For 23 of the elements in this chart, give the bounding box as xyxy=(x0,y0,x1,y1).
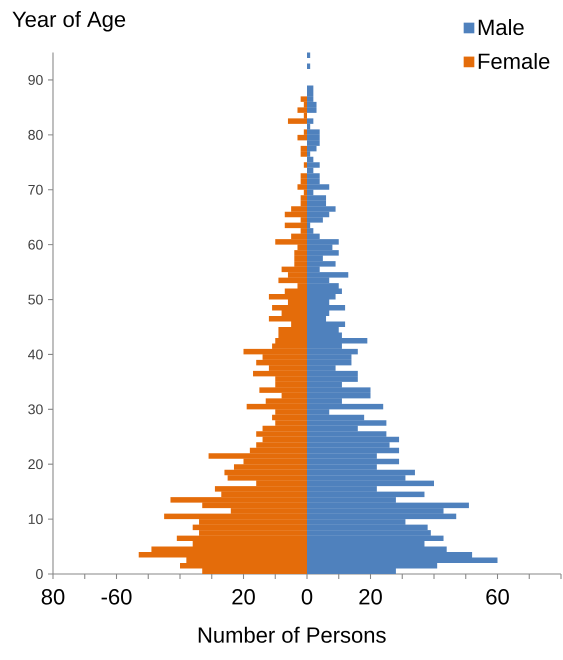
y-tick-label: 60 xyxy=(28,240,43,250)
y-tick-label: 40 xyxy=(28,349,43,360)
y-tick-label: 20 xyxy=(28,459,43,470)
x-tick-label: -60 xyxy=(102,589,132,605)
y-tick-label: 50 xyxy=(28,294,43,304)
x-tick-label: 20 xyxy=(232,589,255,605)
bar xyxy=(307,63,310,69)
y-tick-label: 80 xyxy=(28,130,43,140)
y-tick-label: 70 xyxy=(28,184,43,195)
x-tick-label: 0 xyxy=(302,589,312,605)
x-tick-label: 80 xyxy=(42,589,64,605)
legend-label: Male xyxy=(478,19,524,36)
y-tick-label: 30 xyxy=(28,404,43,414)
x-tick-label: 20 xyxy=(359,589,382,605)
y-tick-label: 10 xyxy=(28,514,43,524)
legend-label: Female xyxy=(478,52,550,70)
x-tick-label: 60 xyxy=(486,589,509,605)
bar xyxy=(307,52,310,58)
y-axis-title: Year of Age xyxy=(12,10,126,32)
x-axis-title: Number of Persons xyxy=(198,626,386,643)
bar xyxy=(304,162,307,168)
y-tick-label: 0 xyxy=(36,569,43,579)
y-tick-label: 90 xyxy=(28,75,43,85)
